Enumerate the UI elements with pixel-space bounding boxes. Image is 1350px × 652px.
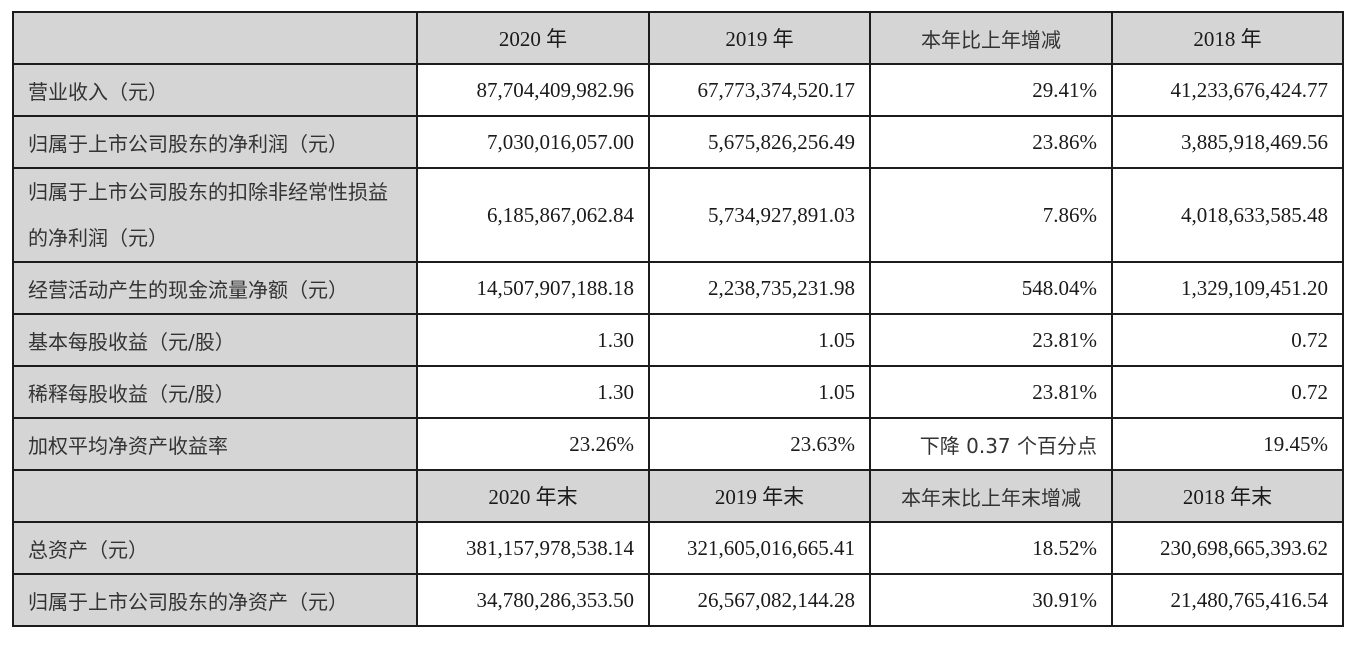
header-corner-cell bbox=[12, 11, 418, 65]
cell-yoy: 548.04% bbox=[869, 261, 1113, 315]
row-label: 归属于上市公司股东的净资产（元） bbox=[12, 573, 418, 627]
cell-2019-end: 321,605,016,665.41 bbox=[648, 521, 871, 575]
row-label: 总资产（元） bbox=[12, 521, 418, 575]
cell-yoy-end: 18.52% bbox=[869, 521, 1113, 575]
cell-2020: 1.30 bbox=[416, 313, 650, 367]
row-label: 经营活动产生的现金流量净额（元） bbox=[12, 261, 418, 315]
cell-2018: 0.72 bbox=[1111, 313, 1344, 367]
row-label: 稀释每股收益（元/股） bbox=[12, 365, 418, 419]
header-2018-end: 2018 年末 bbox=[1111, 469, 1344, 523]
cell-2019: 5,675,826,256.49 bbox=[648, 115, 871, 169]
cell-2018-end: 21,480,765,416.54 bbox=[1111, 573, 1344, 627]
table-row: 总资产（元） 381,157,978,538.14 321,605,016,66… bbox=[12, 521, 1344, 575]
cell-2018: 19.45% bbox=[1111, 417, 1344, 471]
header-2018: 2018 年 bbox=[1111, 11, 1344, 65]
table-row: 归属于上市公司股东的净资产（元） 34,780,286,353.50 26,56… bbox=[12, 573, 1344, 627]
cell-2020: 87,704,409,982.96 bbox=[416, 63, 650, 117]
row-label: 加权平均净资产收益率 bbox=[12, 417, 418, 471]
table-row: 归属于上市公司股东的净利润（元） 7,030,016,057.00 5,675,… bbox=[12, 115, 1344, 169]
cell-2018-end: 230,698,665,393.62 bbox=[1111, 521, 1344, 575]
cell-yoy: 下降 0.37 个百分点 bbox=[869, 417, 1113, 471]
cell-yoy: 23.81% bbox=[869, 365, 1113, 419]
cell-2018: 3,885,918,469.56 bbox=[1111, 115, 1344, 169]
financial-summary-table: 2020 年 2019 年 本年比上年增减 2018 年 营业收入（元） 87,… bbox=[12, 11, 1344, 627]
row-label: 基本每股收益（元/股） bbox=[12, 313, 418, 367]
table-row: 加权平均净资产收益率 23.26% 23.63% 下降 0.37 个百分点 19… bbox=[12, 417, 1344, 471]
cell-2019: 5,734,927,891.03 bbox=[648, 167, 871, 263]
row-label: 归属于上市公司股东的净利润（元） bbox=[12, 115, 418, 169]
header-yoy-change: 本年比上年增减 bbox=[869, 11, 1113, 65]
header-corner-cell bbox=[12, 469, 418, 523]
cell-2019: 1.05 bbox=[648, 313, 871, 367]
row-label: 营业收入（元） bbox=[12, 63, 418, 117]
cell-2018: 41,233,676,424.77 bbox=[1111, 63, 1344, 117]
table-row: 经营活动产生的现金流量净额（元） 14,507,907,188.18 2,238… bbox=[12, 261, 1344, 315]
header-2020-end: 2020 年末 bbox=[416, 469, 650, 523]
header-2019: 2019 年 bbox=[648, 11, 871, 65]
cell-2019: 1.05 bbox=[648, 365, 871, 419]
header-row-period: 2020 年 2019 年 本年比上年增减 2018 年 bbox=[12, 11, 1344, 65]
cell-yoy-end: 30.91% bbox=[869, 573, 1113, 627]
cell-2020: 1.30 bbox=[416, 365, 650, 419]
row-label: 归属于上市公司股东的扣除非经常性损益的净利润（元） bbox=[12, 167, 418, 263]
cell-2020: 6,185,867,062.84 bbox=[416, 167, 650, 263]
cell-2020: 7,030,016,057.00 bbox=[416, 115, 650, 169]
cell-yoy: 23.81% bbox=[869, 313, 1113, 367]
table-row: 归属于上市公司股东的扣除非经常性损益的净利润（元） 6,185,867,062.… bbox=[12, 167, 1344, 263]
header-2019-end: 2019 年末 bbox=[648, 469, 871, 523]
table-row: 基本每股收益（元/股） 1.30 1.05 23.81% 0.72 bbox=[12, 313, 1344, 367]
table-row: 稀释每股收益（元/股） 1.30 1.05 23.81% 0.72 bbox=[12, 365, 1344, 419]
cell-2019: 23.63% bbox=[648, 417, 871, 471]
cell-yoy: 29.41% bbox=[869, 63, 1113, 117]
header-yoy-end-change: 本年末比上年末增减 bbox=[869, 469, 1113, 523]
cell-2018: 1,329,109,451.20 bbox=[1111, 261, 1344, 315]
cell-2020-end: 34,780,286,353.50 bbox=[416, 573, 650, 627]
header-row-yearend: 2020 年末 2019 年末 本年末比上年末增减 2018 年末 bbox=[12, 469, 1344, 523]
cell-2018: 0.72 bbox=[1111, 365, 1344, 419]
cell-2020: 23.26% bbox=[416, 417, 650, 471]
cell-2019: 2,238,735,231.98 bbox=[648, 261, 871, 315]
cell-2020-end: 381,157,978,538.14 bbox=[416, 521, 650, 575]
header-2020: 2020 年 bbox=[416, 11, 650, 65]
cell-yoy: 7.86% bbox=[869, 167, 1113, 263]
table-row: 营业收入（元） 87,704,409,982.96 67,773,374,520… bbox=[12, 63, 1344, 117]
cell-2020: 14,507,907,188.18 bbox=[416, 261, 650, 315]
cell-yoy: 23.86% bbox=[869, 115, 1113, 169]
cell-2018: 4,018,633,585.48 bbox=[1111, 167, 1344, 263]
cell-2019: 67,773,374,520.17 bbox=[648, 63, 871, 117]
cell-2019-end: 26,567,082,144.28 bbox=[648, 573, 871, 627]
